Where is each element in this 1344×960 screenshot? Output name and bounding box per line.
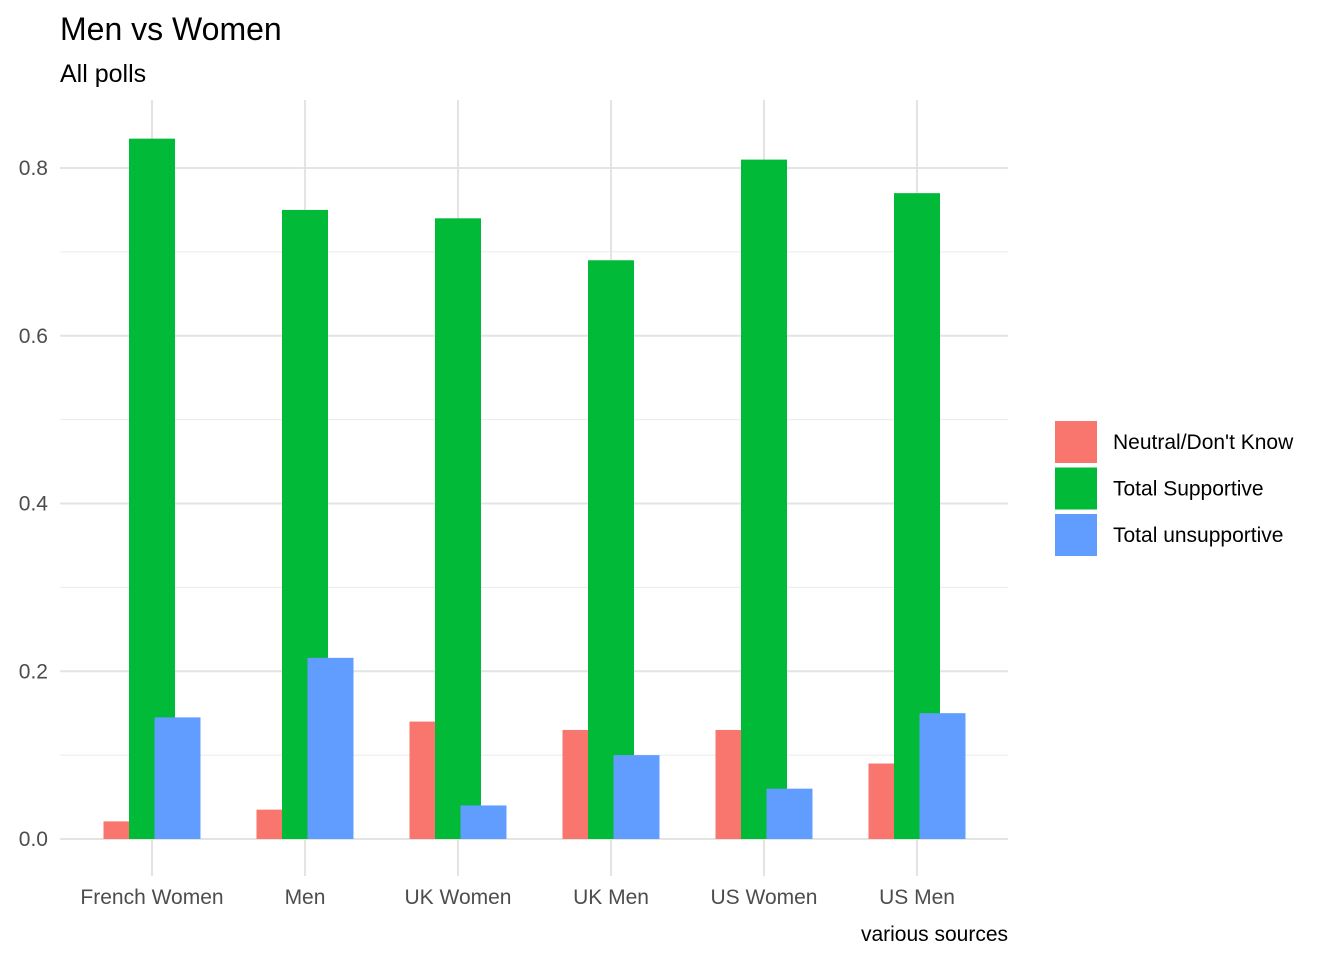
bar xyxy=(588,260,634,839)
major-gridlines xyxy=(60,100,1008,876)
y-tick-label: 0.4 xyxy=(19,493,49,516)
bar xyxy=(154,717,201,839)
legend-label: Total Supportive xyxy=(1113,478,1264,501)
bar xyxy=(613,755,660,839)
y-axis-tick-labels: 0.0 0.2 0.4 0.6 0.8 xyxy=(19,157,49,851)
legend-label: Total unsupportive xyxy=(1113,524,1283,547)
legend-key xyxy=(1055,514,1097,556)
x-tick-label: Men xyxy=(285,886,326,909)
y-tick-label: 0.0 xyxy=(19,828,48,851)
x-tick-label: US Women xyxy=(711,886,818,909)
bar xyxy=(766,788,813,839)
minor-gridlines xyxy=(60,251,1008,756)
chart-subtitle: All polls xyxy=(60,60,146,88)
legend-key xyxy=(1055,421,1097,463)
x-tick-label: UK Men xyxy=(573,886,649,909)
bar xyxy=(460,805,507,839)
bars xyxy=(103,138,966,840)
x-tick-label: French Women xyxy=(80,886,223,909)
y-tick-label: 0.6 xyxy=(19,325,48,348)
bar xyxy=(435,218,481,839)
x-tick-label: US Men xyxy=(879,886,955,909)
legend-key xyxy=(1055,467,1097,510)
legend: Neutral/Don't Know Total Supportive Total … xyxy=(1055,421,1294,556)
y-tick-label: 0.2 xyxy=(19,660,48,683)
bar xyxy=(307,657,354,839)
x-axis-tick-labels: French Women Men UK Women UK Men US Women US … xyxy=(80,886,955,909)
x-tick-label: UK Women xyxy=(405,886,512,909)
chart-title: Men vs Women xyxy=(60,11,282,47)
bar xyxy=(919,713,966,839)
legend-label: Neutral/Don't Know xyxy=(1113,431,1294,454)
bar xyxy=(741,159,787,840)
chart-caption: various sources xyxy=(861,923,1008,946)
y-tick-label: 0.8 xyxy=(19,157,48,180)
